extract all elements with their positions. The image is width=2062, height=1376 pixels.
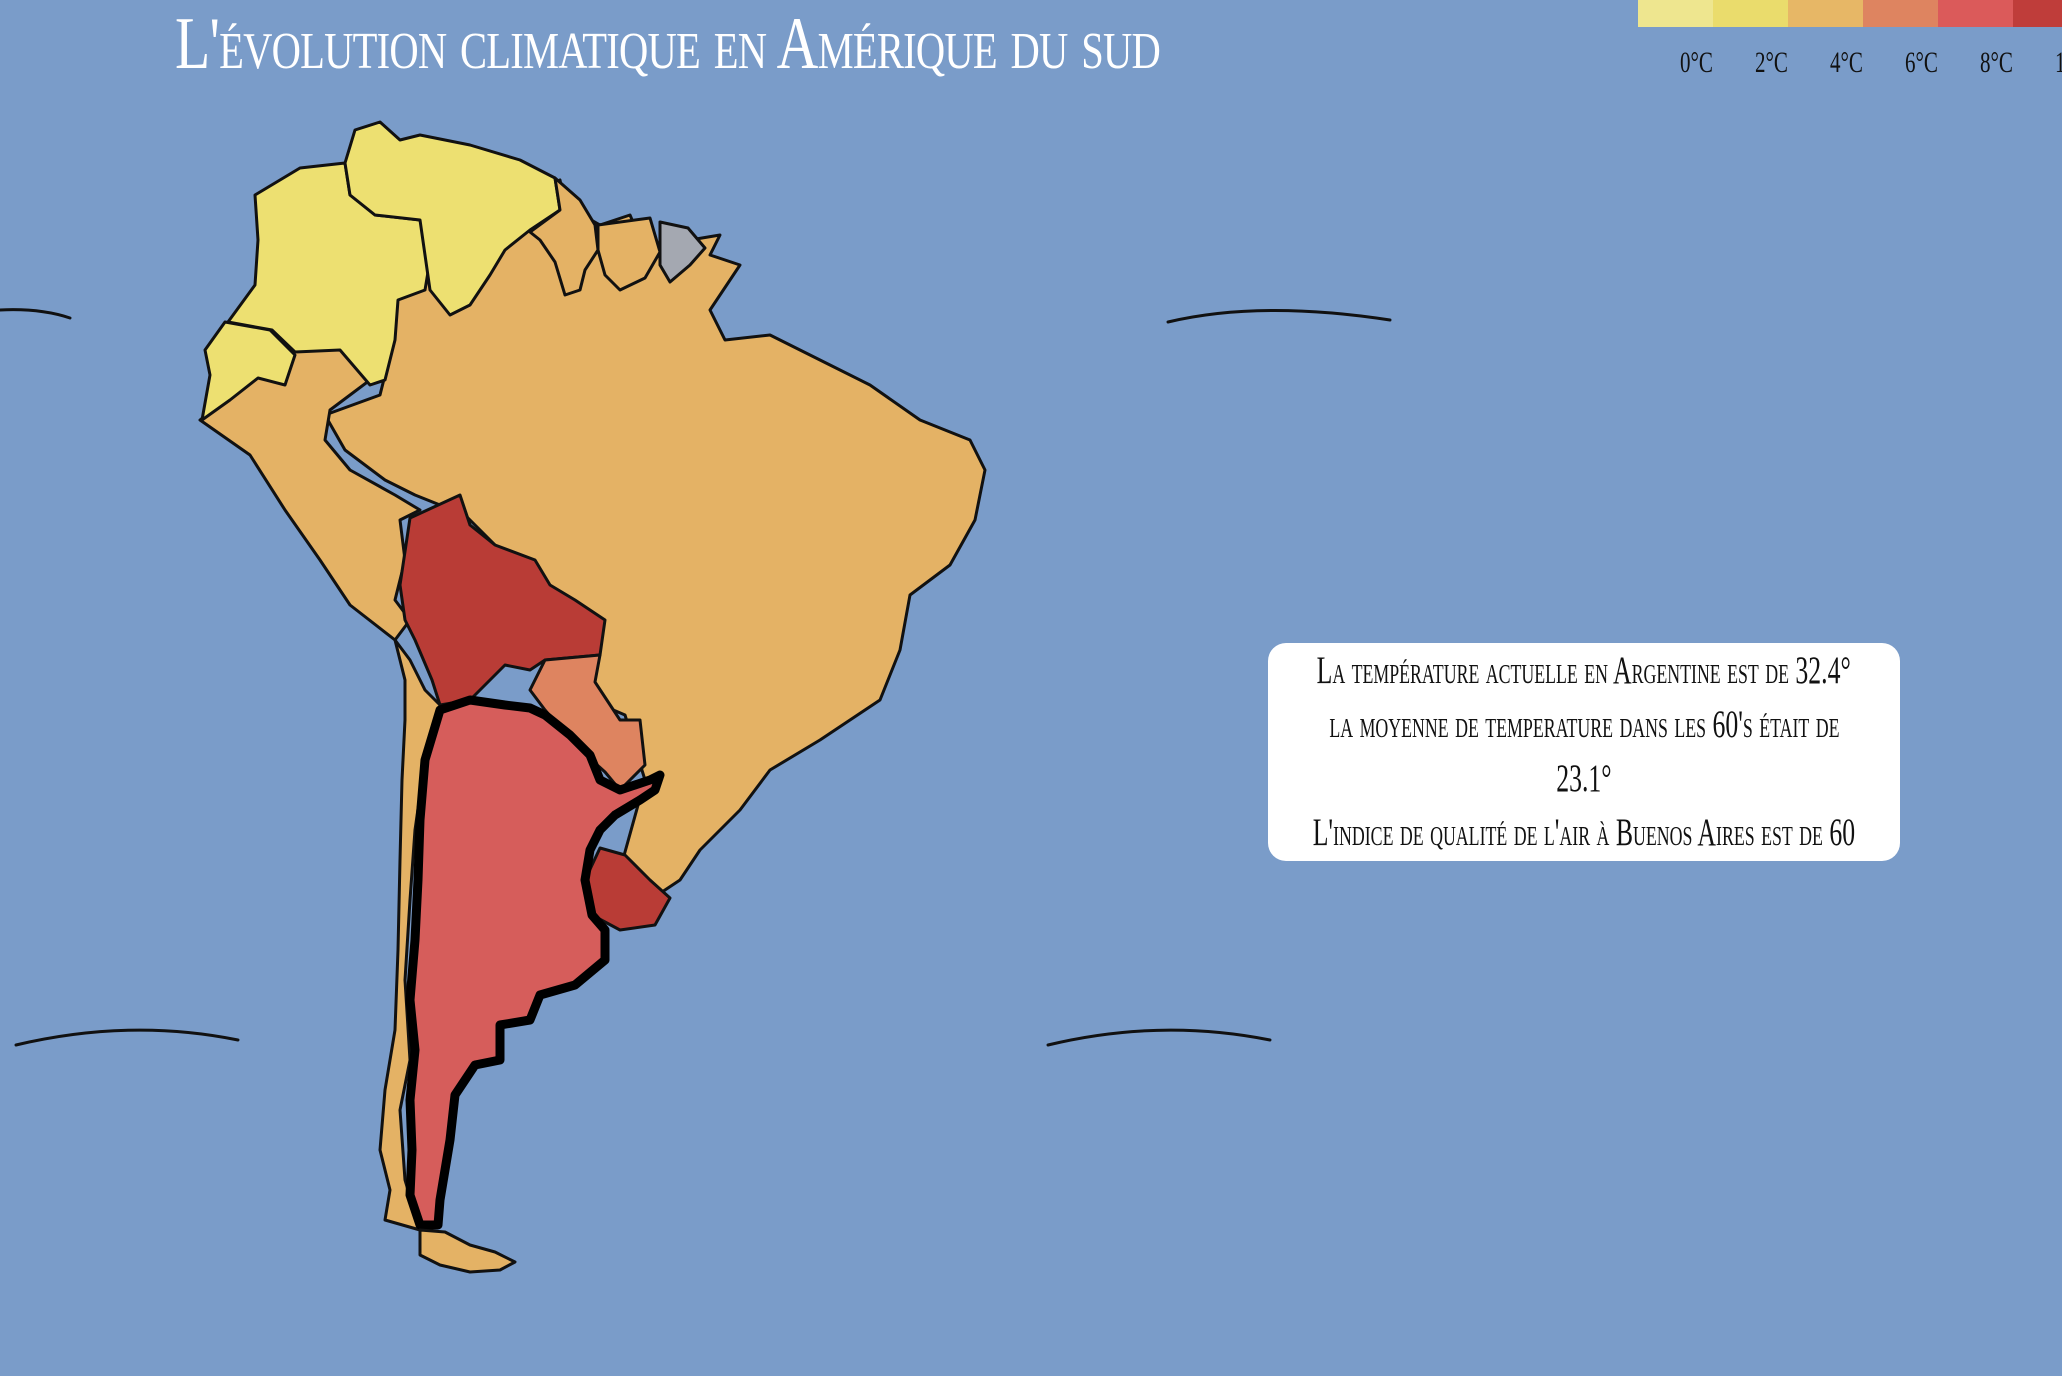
info-line: L'indice de qualité de l'air à Buenos Ai…	[1312, 811, 1856, 854]
legend-swatch	[1863, 0, 1938, 27]
info-tooltip: La température actuelle en Argentine est…	[1268, 643, 1900, 861]
legend-swatch	[1788, 0, 1863, 27]
wave-line	[1166, 308, 1392, 324]
wave-line	[1046, 1028, 1272, 1047]
country-argentina[interactable]	[405, 695, 665, 1230]
legend-swatch	[1638, 0, 1713, 27]
legend-tick-label: 6°C	[1905, 46, 1938, 79]
info-line: la moyenne de temperature dans les 60's …	[1328, 703, 1840, 746]
legend-tick-label: 8°C	[1980, 46, 2013, 79]
legend-tick-label: 4°C	[1830, 46, 1863, 79]
temperature-legend: 0°C 2°C 4°C 6°C 8°C 10	[1638, 0, 2062, 80]
wave-line	[14, 1028, 240, 1047]
info-line: La température actuelle en Argentine est…	[1316, 649, 1852, 692]
country-chile-tierra-del-fuego	[418, 1228, 517, 1274]
info-line: 23.1°	[1556, 757, 1612, 800]
country-paraguay[interactable]	[528, 653, 647, 792]
country-guyana[interactable]	[528, 176, 600, 297]
wave-line	[0, 308, 72, 320]
legend-swatch	[1713, 0, 1788, 27]
country-french-guiana[interactable]	[658, 220, 707, 284]
country-venezuela[interactable]	[343, 120, 562, 317]
country-ecuador[interactable]	[200, 320, 297, 422]
legend-swatch	[1938, 0, 2013, 27]
country-suriname[interactable]	[596, 216, 662, 292]
legend-tick-label: 2°C	[1755, 46, 1788, 79]
legend-swatch	[2013, 0, 2062, 27]
page-title: L'évolution climatique en Amérique du su…	[175, 3, 1161, 85]
legend-tick-label: 0°C	[1680, 46, 1713, 79]
ocean-waves	[0, 308, 1392, 1047]
legend-tick-label: 10	[2055, 46, 2062, 80]
